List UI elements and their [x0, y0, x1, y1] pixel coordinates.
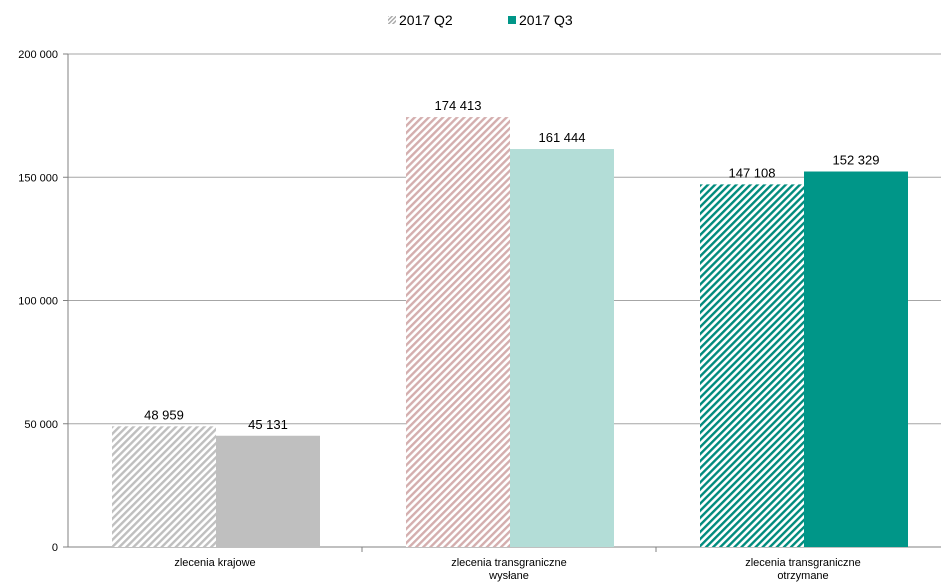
x-category-label-line2: wysłane — [488, 570, 529, 582]
x-category-label-line2: otrzymane — [777, 570, 828, 582]
data-label: 161 444 — [539, 130, 586, 145]
data-label: 48 959 — [144, 407, 184, 422]
data-label: 174 413 — [435, 98, 482, 113]
bar-2017-q2 — [112, 426, 216, 547]
x-category-label: zlecenia transgraniczne — [745, 557, 861, 569]
y-tick-label: 50 000 — [24, 419, 58, 431]
y-tick-label: 150 000 — [18, 172, 58, 184]
x-category-label: zlecenia transgraniczne — [451, 557, 567, 569]
bar-2017-q3 — [804, 171, 908, 547]
data-label: 152 329 — [833, 153, 880, 168]
legend-swatch — [388, 16, 396, 24]
y-tick-label: 200 000 — [18, 49, 58, 61]
x-category-label: zlecenia krajowe — [174, 557, 255, 569]
y-tick-label: 0 — [52, 542, 58, 554]
bar-2017-q2 — [406, 117, 510, 547]
data-label: 45 131 — [248, 417, 288, 432]
data-label: 147 108 — [729, 165, 776, 180]
legend-label: 2017 Q2 — [399, 12, 453, 28]
legend-swatch — [508, 16, 516, 24]
bar-2017-q2 — [700, 184, 804, 547]
legend-label: 2017 Q3 — [519, 12, 573, 28]
y-tick-label: 100 000 — [18, 296, 58, 308]
data-labels: 48 959 174 413 147 108 45 131 161 444 152 329 — [144, 98, 879, 432]
bar-2017-q3 — [510, 149, 614, 548]
legend: 2017 Q2 2017 Q3 — [388, 12, 573, 28]
bar-2017-q3 — [216, 435, 320, 547]
bars — [112, 117, 908, 548]
